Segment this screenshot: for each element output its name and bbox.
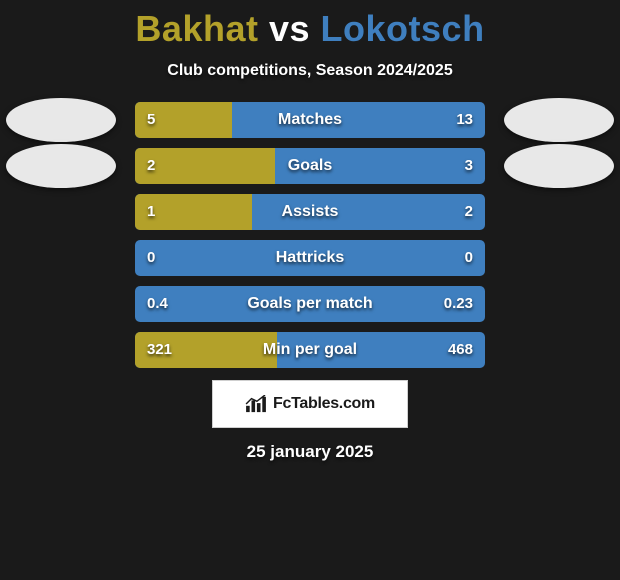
bar-right	[135, 240, 485, 276]
title-vs: vs	[269, 8, 310, 49]
bar-left	[135, 332, 277, 368]
brand-text: FcTables.com	[273, 395, 375, 413]
avatar-left	[6, 98, 116, 142]
date-text: 25 january 2025	[0, 442, 620, 462]
bar-left	[135, 102, 232, 138]
bar-right	[135, 286, 485, 322]
comparison-infographic: Bakhat vs Lokotsch Club competitions, Se…	[0, 0, 620, 580]
stat-row: Goals per match0.40.23	[0, 286, 620, 322]
avatar-left	[6, 144, 116, 188]
page-title: Bakhat vs Lokotsch	[0, 8, 620, 50]
bar-track	[135, 332, 485, 368]
stat-row: Matches513	[0, 102, 620, 138]
brand-badge: FcTables.com	[212, 380, 408, 428]
stat-row: Goals23	[0, 148, 620, 184]
bar-chart-icon	[245, 395, 267, 413]
stat-rows: Matches513 Goals23 Assists12 Hattricks00 Goa…	[0, 102, 620, 368]
bar-track	[135, 286, 485, 322]
bar-track	[135, 194, 485, 230]
stat-row: Assists12	[0, 194, 620, 230]
bar-left	[135, 194, 252, 230]
stat-row: Min per goal321468	[0, 332, 620, 368]
title-player1: Bakhat	[135, 8, 258, 49]
bar-left	[135, 148, 275, 184]
bar-track	[135, 148, 485, 184]
bar-track	[135, 102, 485, 138]
title-player2: Lokotsch	[321, 8, 485, 49]
stat-row: Hattricks00	[0, 240, 620, 276]
avatar-right	[504, 98, 614, 142]
subtitle: Club competitions, Season 2024/2025	[0, 62, 620, 80]
avatar-right	[504, 144, 614, 188]
bar-track	[135, 240, 485, 276]
